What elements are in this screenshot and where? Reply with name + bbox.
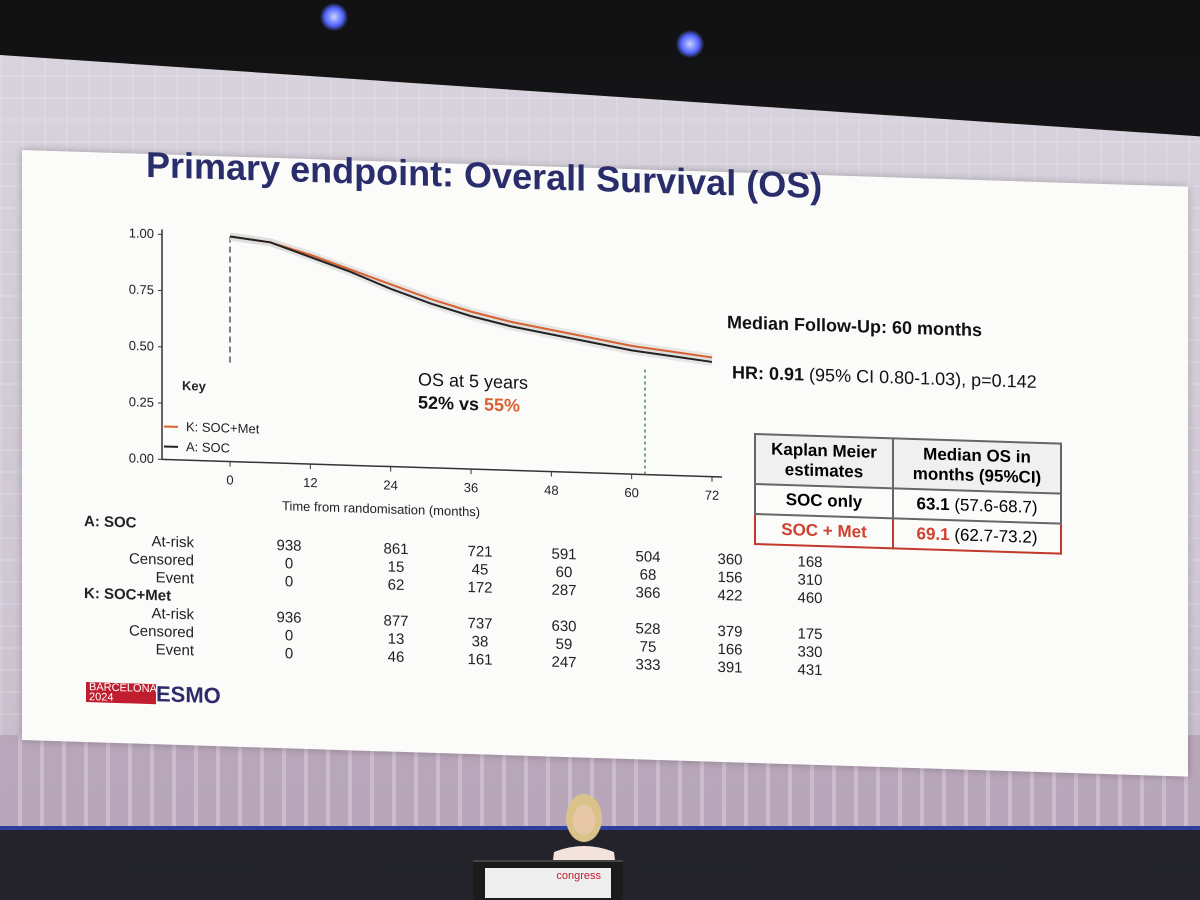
y-axis: 1.00 0.75 0.50 0.25 0.00 — [129, 225, 162, 466]
km-header-col1: Kaplan Meier estimates — [755, 434, 893, 489]
x-tick-label: 72 — [705, 487, 719, 502]
stage-light-right — [676, 30, 704, 58]
y-tick-label: 0.25 — [129, 394, 154, 410]
y-tick-label: 0.50 — [129, 338, 154, 354]
series-line-soc-met — [229, 235, 713, 359]
x-tick-label: 12 — [303, 475, 317, 490]
legend-label-met: K: SOC+Met — [186, 419, 260, 436]
km-ci: (57.6-68.7) — [949, 495, 1038, 517]
y-tick-label: 0.75 — [129, 282, 154, 298]
annotation-val-b: 55% — [484, 395, 520, 416]
x-axis-title: Time from randomisation (months) — [282, 498, 480, 519]
x-tick-label: 36 — [464, 480, 478, 495]
km-median: 63.1 — [916, 494, 950, 515]
esmo-logo: BARCELONA 2024 ESMO — [86, 681, 234, 709]
x-tick-label: 0 — [226, 472, 233, 487]
risk-cell: 391 — [717, 658, 743, 677]
km-chart: 1.00 0.75 0.50 0.25 0.00 0 12 24 36 48 60 72 Time … — [129, 225, 722, 519]
hazard-ratio: HR: 0.91 (95% CI 0.80-1.03), p=0.142 — [732, 362, 1037, 393]
hr-value: 0.91 — [769, 363, 805, 385]
risk-cell: 161 — [467, 650, 493, 669]
median-followup: Median Follow-Up: 60 months — [727, 312, 982, 341]
x-axis: 0 12 24 36 48 60 72 — [226, 461, 719, 503]
km-header-col2: Median OS in months (95%CI) — [893, 438, 1061, 494]
km-row-label: SOC only — [755, 484, 893, 519]
annotation-line1: OS at 5 years — [418, 369, 528, 392]
podium-text: congress — [556, 870, 601, 882]
podium-panel: congress — [485, 868, 611, 898]
presentation-slide: Primary endpoint: Overall Survival (OS) … — [22, 144, 1188, 777]
x-axis-line — [162, 458, 722, 478]
annotation-val-a: 52% — [418, 392, 454, 413]
hr-label: HR: — [732, 362, 769, 384]
legend-label-soc: A: SOC — [186, 439, 230, 455]
hr-rest: (95% CI 0.80-1.03), p=0.142 — [804, 364, 1037, 392]
x-tick-label: 24 — [383, 477, 397, 492]
km-median: 69.1 — [916, 524, 950, 545]
legend-title: Key — [182, 378, 207, 394]
x-tick-label: 48 — [544, 482, 558, 497]
risk-table: A: SOC At-risk 938 861 721 591 504 360 168 Censor… — [84, 512, 850, 680]
annotation-vs: vs — [454, 394, 484, 415]
risk-cell: 247 — [551, 653, 577, 671]
risk-row-label: Event — [155, 640, 194, 659]
y-tick-label: 0.00 — [129, 450, 154, 466]
logo-year: 2024 — [89, 691, 114, 704]
annotation-values: 52% vs 55% — [418, 392, 520, 415]
stage-light-left — [320, 3, 348, 31]
podium: congress — [473, 860, 623, 900]
x-tick-label: 60 — [624, 485, 638, 500]
series-line-soc — [229, 235, 713, 363]
risk-cell: 46 — [387, 647, 405, 666]
logo-badge: BARCELONA 2024 — [86, 681, 157, 705]
series-layer — [229, 232, 713, 366]
risk-cell: 333 — [635, 655, 661, 674]
km-row-value: 69.1 (62.7-73.2) — [893, 518, 1061, 554]
risk-cell: 431 — [797, 660, 823, 679]
risk-cell: 0 — [284, 644, 294, 663]
km-ci: (62.7-73.2) — [949, 525, 1038, 547]
y-tick-label: 1.00 — [129, 225, 154, 241]
logo-word: ESMO — [156, 681, 221, 709]
